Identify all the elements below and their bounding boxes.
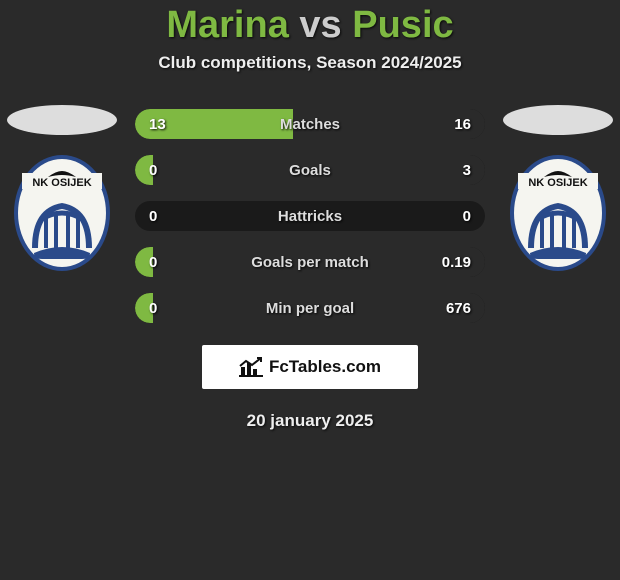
stat-value-right: 0.19 [425, 254, 485, 271]
stat-value-left: 0 [135, 208, 195, 225]
stat-row: 0Goals3 [135, 155, 485, 185]
stat-value-right: 16 [425, 116, 485, 133]
player1-avatar [7, 105, 117, 135]
title: Marina vs Pusic [0, 4, 620, 47]
stats-list: 13Matches160Goals30Hattricks00Goals per … [135, 105, 485, 323]
stat-value-right: 676 [425, 300, 485, 317]
player2-avatar [503, 105, 613, 135]
player1-name: Marina [166, 4, 288, 46]
chart-icon [239, 357, 263, 377]
stat-value-right: 0 [425, 208, 485, 225]
player1-column: NK OSIJEK [7, 105, 117, 273]
stat-row: 13Matches16 [135, 109, 485, 139]
stat-row: 0Hattricks0 [135, 201, 485, 231]
stat-value-left: 13 [135, 116, 195, 133]
comparison-card: Marina vs Pusic Club competitions, Seaso… [0, 0, 620, 431]
stat-value-left: 0 [135, 254, 195, 271]
stat-label: Hattricks [195, 208, 425, 225]
player2-club-badge: NK OSIJEK [508, 153, 608, 273]
stat-value-right: 3 [425, 162, 485, 179]
stat-value-left: 0 [135, 162, 195, 179]
stat-label: Matches [195, 116, 425, 133]
player1-club-badge: NK OSIJEK [12, 153, 112, 273]
stat-label: Goals [195, 162, 425, 179]
subtitle: Club competitions, Season 2024/2025 [0, 53, 620, 73]
club-name-text: NK OSIJEK [32, 177, 91, 189]
stat-label: Min per goal [195, 300, 425, 317]
date: 20 january 2025 [0, 411, 620, 431]
stat-row: 0Goals per match0.19 [135, 247, 485, 277]
stat-value-left: 0 [135, 300, 195, 317]
player2-column: NK OSIJEK [503, 105, 613, 273]
site-badge[interactable]: FcTables.com [202, 345, 418, 389]
main-row: NK OSIJEK 13Matches160Goals30Hattricks00… [0, 105, 620, 323]
site-name: FcTables.com [269, 357, 381, 377]
vs-text: vs [299, 4, 341, 46]
stat-label: Goals per match [195, 254, 425, 271]
club-name-text: NK OSIJEK [528, 177, 587, 189]
player2-name: Pusic [352, 4, 453, 46]
stat-row: 0Min per goal676 [135, 293, 485, 323]
